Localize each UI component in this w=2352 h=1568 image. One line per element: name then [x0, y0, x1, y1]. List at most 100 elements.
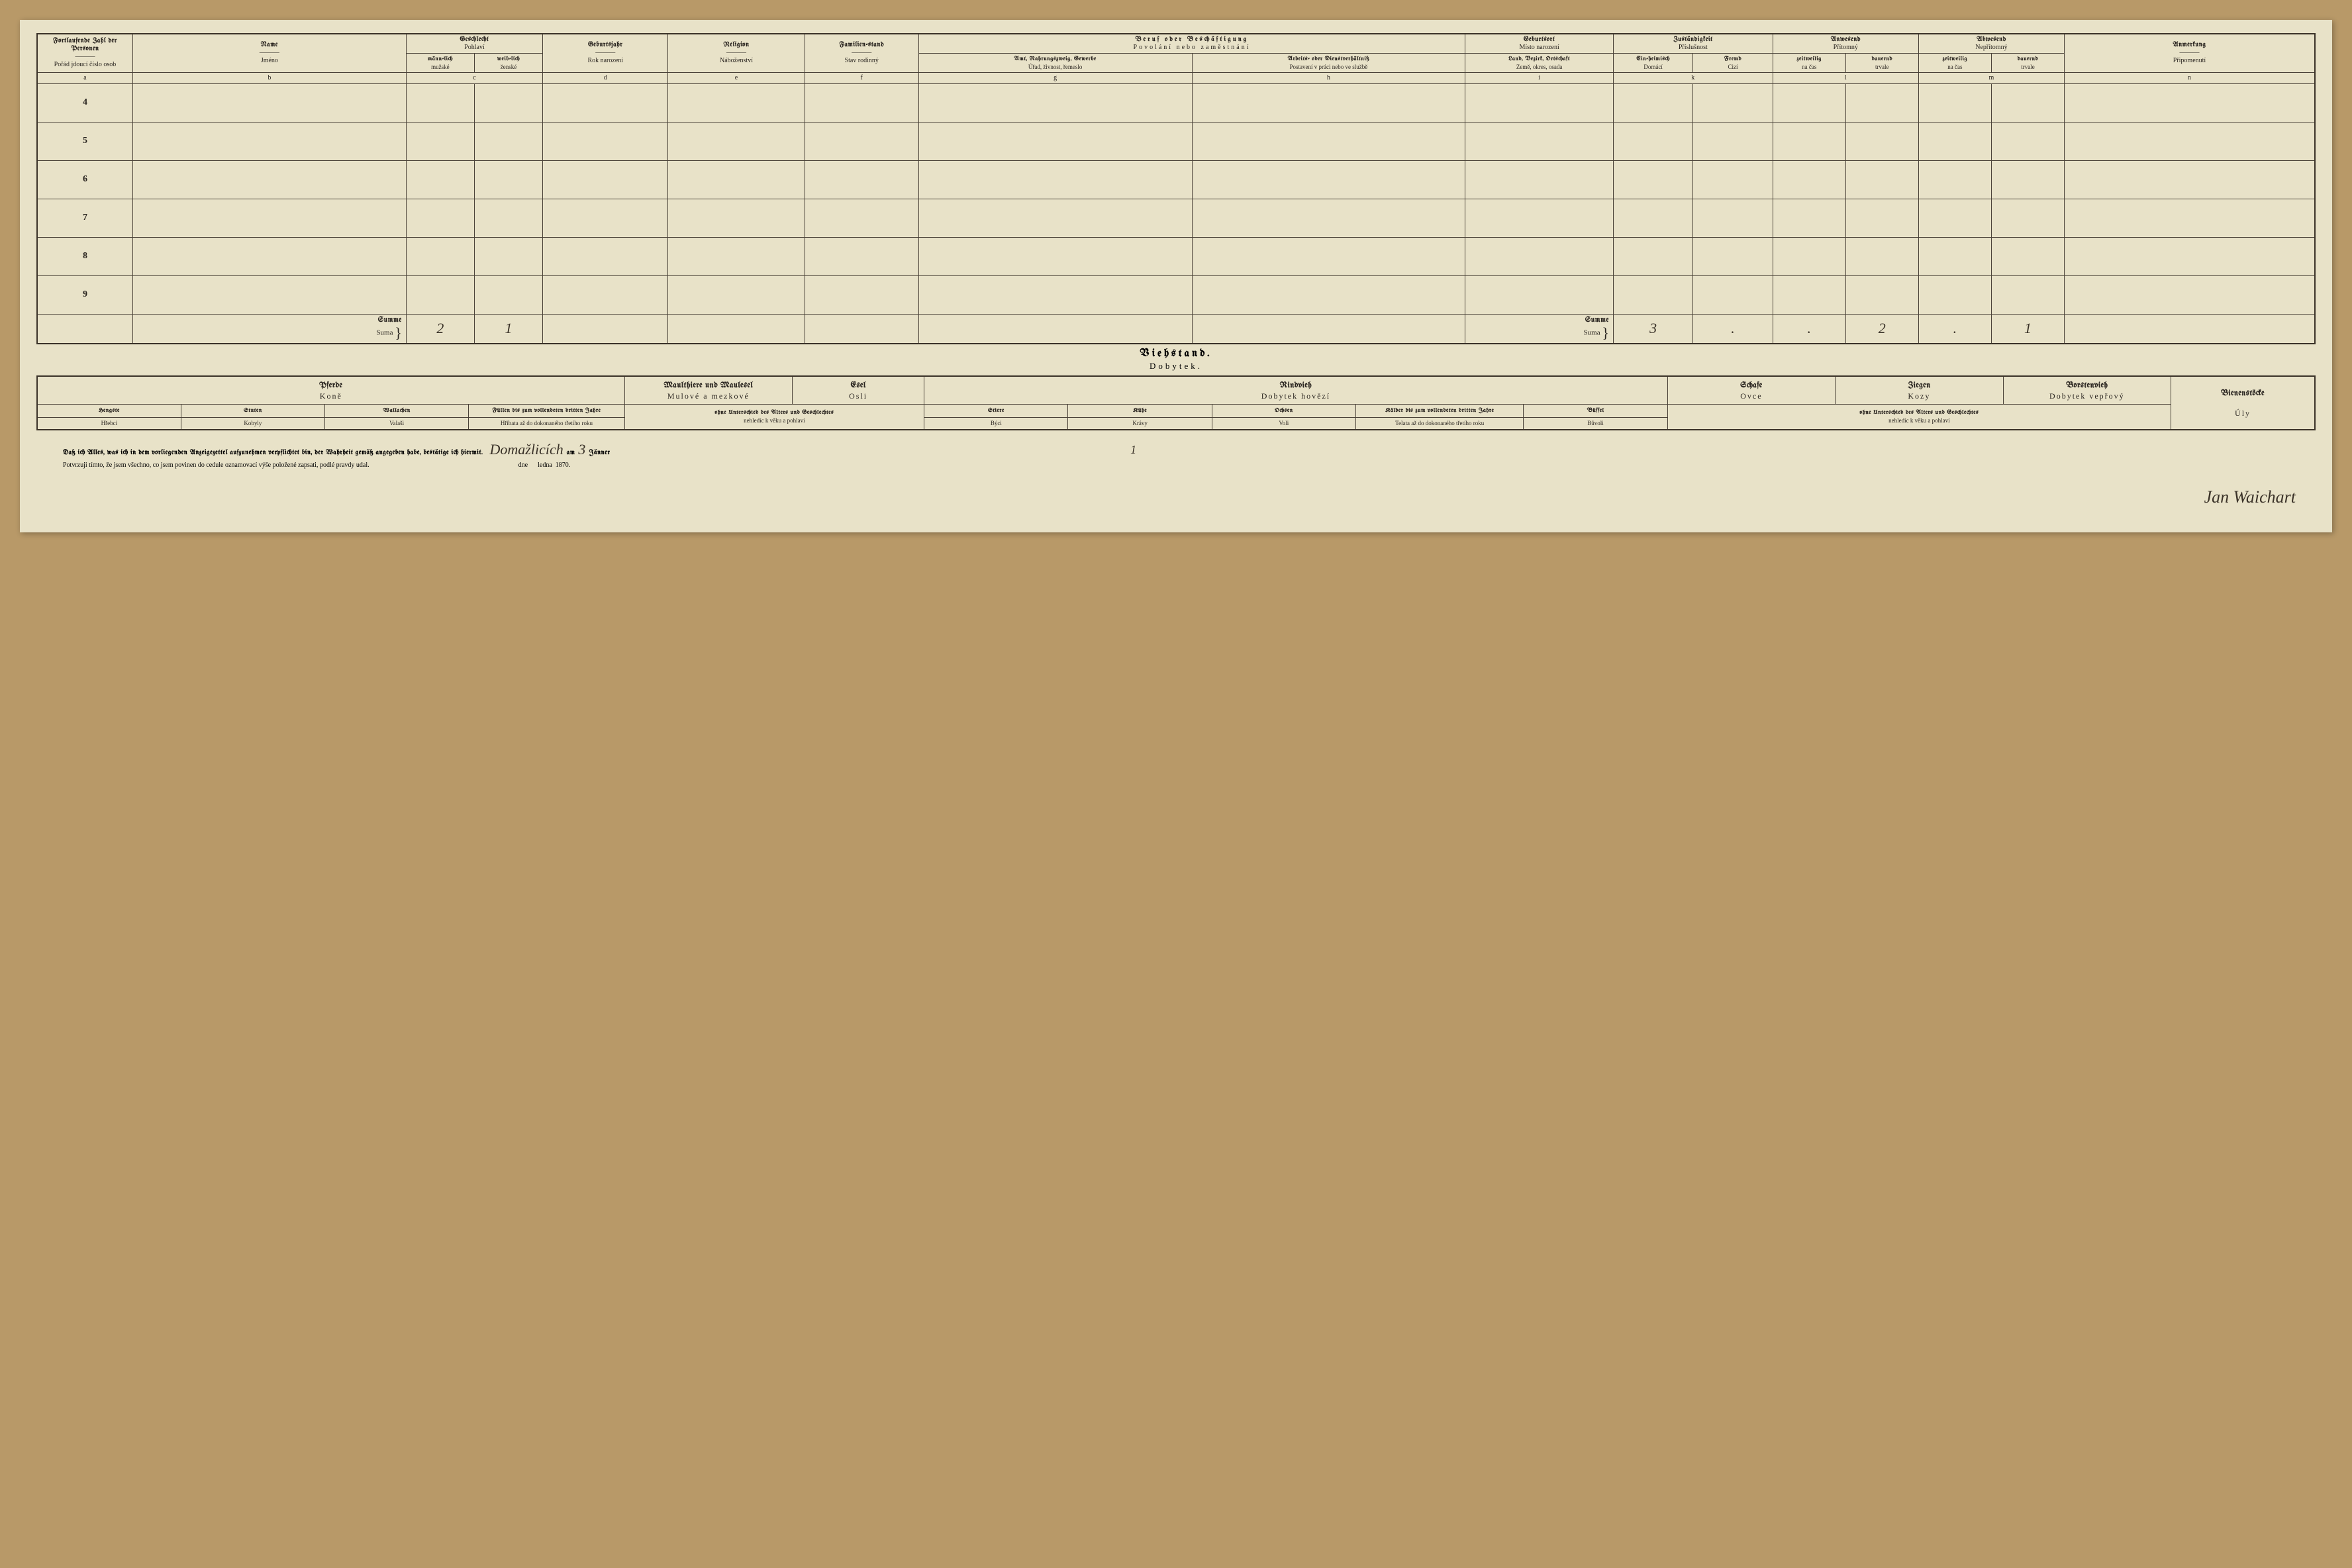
signature-area: 1 Jan Waichart: [36, 473, 2316, 513]
grp-esel: Esel Osli: [793, 376, 924, 404]
hdr-foreign: Fremd Cizí: [1693, 54, 1773, 73]
col-letter: l: [1773, 72, 1918, 83]
summa-m1: .: [1918, 314, 1991, 344]
hdr-present: Anwesend Přítomný: [1773, 34, 1918, 54]
declaration-cz: Potvrzuji tímto, že jsem všechno, co jse…: [63, 462, 369, 469]
summa-k2: .: [1693, 314, 1773, 344]
hdr-birthplace: Geburtsort Místo narození: [1465, 34, 1614, 54]
col-right-note: ohne Unterschied des Alters und Geschlec…: [1667, 404, 2171, 429]
col-maul-note: ohne Unterschied des Alters und Geschlec…: [624, 404, 924, 429]
data-row: 4: [37, 83, 2315, 122]
livestock-table: Pferde Koně Maulthiere und Maulesel Mulo…: [36, 375, 2316, 430]
census-form-page: Fortlaufende Zahl der Personen——— Pořád …: [20, 20, 2332, 532]
row-number: 4: [37, 83, 132, 122]
livestock-sub-de: Hengste Stuten Wallachen Füllen bis zum …: [37, 404, 2315, 417]
col-letter: k: [1613, 72, 1773, 83]
grp-pferde: Pferde Koně: [37, 376, 624, 404]
hdr-remark: Anmerkung——— Připomenutí: [2065, 34, 2316, 72]
col-kuehe: Kühe: [1068, 404, 1212, 417]
row-number: 9: [37, 275, 132, 314]
row-number: 7: [37, 199, 132, 237]
col-stuten: Stuten: [181, 404, 324, 417]
col-letter: h: [1192, 72, 1465, 83]
hdr-abs-perm: dauernd trvale: [1991, 54, 2064, 73]
livestock-title-de: Viehstand.: [36, 344, 2316, 361]
col-kobyly: Kobyly: [181, 417, 324, 429]
leading-one: 1: [1130, 443, 1136, 457]
declaration-de: Daß ich Alles, was ich in dem vorliegend…: [63, 449, 483, 456]
data-row: 8: [37, 237, 2315, 275]
hdr-pres-temp: zeitweilig na čas: [1773, 54, 1845, 73]
summa-row: Summe Suma } 2 1 Summe Suma } 3 . . 2 . …: [37, 314, 2315, 344]
col-byci: Býci: [924, 417, 1068, 429]
col-letter: g: [918, 72, 1192, 83]
col-ochsen: Ochsen: [1212, 404, 1355, 417]
summa-male: 2: [406, 314, 474, 344]
grp-rindvieh: Rindvieh Dobytek hovězí: [924, 376, 1667, 404]
hdr-occ-1: Amt, Nahrungszweig, Gewerbe Úřad, živnos…: [918, 54, 1192, 73]
livestock-group-row: Pferde Koně Maulthiere und Maulesel Mulo…: [37, 376, 2315, 404]
col-letter: a: [37, 72, 132, 83]
hdr-seq: Fortlaufende Zahl der Personen——— Pořád …: [37, 34, 132, 72]
hdr-female: weib-lich ženské: [474, 54, 542, 73]
data-row: 5: [37, 122, 2315, 160]
row-number: 5: [37, 122, 132, 160]
hdr-occ-2: Arbeits- oder Dienstverhältniß Postavení…: [1192, 54, 1465, 73]
hdr-family: Familien-stand——— Stav rodinný: [805, 34, 918, 72]
col-telata: Telata až do dokonaného třetího roku: [1355, 417, 1523, 429]
hdr-birthplace-sub: Land, Bezirk, Ortschaft Země, okres, osa…: [1465, 54, 1614, 73]
summa-label-left: Summe Suma }: [132, 314, 406, 344]
col-valasi: Valaši: [325, 417, 469, 429]
summa-m2: 1: [1991, 314, 2064, 344]
grp-ziegen: Ziegen Kozy: [1836, 376, 2003, 404]
hdr-native: Ein-heimisch Domácí: [1613, 54, 1692, 73]
data-row: 6: [37, 160, 2315, 199]
grp-borsten: Borstenvieh Dobytek vepřový: [2003, 376, 2171, 404]
col-kravy: Krávy: [1068, 417, 1212, 429]
hdr-male: männ-lich mužské: [406, 54, 474, 73]
hdr-pres-perm: dauernd trvale: [1845, 54, 1918, 73]
grp-schafe: Schafe Ovce: [1667, 376, 1835, 404]
livestock-title-cz: Dobytek.: [36, 361, 2316, 375]
col-stiere: Stiere: [924, 404, 1068, 417]
col-hengste: Hengste: [37, 404, 181, 417]
col-letter: n: [2065, 72, 2316, 83]
hdr-religion: Religion——— Náboženství: [668, 34, 805, 72]
col-buvoli: Bůvoli: [1524, 417, 1667, 429]
row-number: 6: [37, 160, 132, 199]
declaration-block: Daß ich Alles, was ich in dem vorliegend…: [36, 430, 2316, 473]
col-letter: b: [132, 72, 406, 83]
hdr-name: Name——— Jméno: [132, 34, 406, 72]
header-row-de: Fortlaufende Zahl der Personen——— Pořád …: [37, 34, 2315, 54]
col-letter: i: [1465, 72, 1614, 83]
col-bueffel: Büffel: [1524, 404, 1667, 417]
summa-female: 1: [474, 314, 542, 344]
col-voli: Voli: [1212, 417, 1355, 429]
summa-l1: .: [1773, 314, 1845, 344]
summa-l2: 2: [1845, 314, 1918, 344]
col-letter: d: [543, 72, 668, 83]
col-fuellen: Füllen bis zum vollendeten dritten Jahre: [469, 404, 624, 417]
col-wallachen: Wallachen: [325, 404, 469, 417]
col-letter: m: [1918, 72, 2064, 83]
col-letter: c: [406, 72, 542, 83]
place-handwritten: Domažlicích: [490, 441, 564, 458]
grp-maulthiere: Maulthiere und Maulesel Mulové a mezkové: [624, 376, 792, 404]
column-letters-row: a b c d e f g h i k l m n: [37, 72, 2315, 83]
col-hrebci: Hřebci: [37, 417, 181, 429]
row-number: 8: [37, 237, 132, 275]
data-row: 9: [37, 275, 2315, 314]
hdr-sex: Geschlecht Pohlaví: [406, 34, 542, 54]
summa-label-right: Summe Suma }: [1465, 314, 1614, 344]
signature: Jan Waichart: [2204, 487, 2296, 507]
hdr-absent: Abwesend Nepřítomný: [1918, 34, 2064, 54]
col-hribata: Hříbata až do dokonaného třetího roku: [469, 417, 624, 429]
day-handwritten: 3: [578, 441, 585, 458]
hdr-belong: Zuständigkeit Příslušnost: [1613, 34, 1773, 54]
census-main-table: Fortlaufende Zahl der Personen——— Pořád …: [36, 33, 2316, 344]
col-letter: e: [668, 72, 805, 83]
hdr-abs-temp: zeitweilig na čas: [1918, 54, 1991, 73]
grp-bienen: Bienenstöcke Úly: [2171, 376, 2315, 429]
hdr-occupation: Beruf oder Beschäftigung Povolání nebo z…: [918, 34, 1465, 54]
col-letter: f: [805, 72, 918, 83]
